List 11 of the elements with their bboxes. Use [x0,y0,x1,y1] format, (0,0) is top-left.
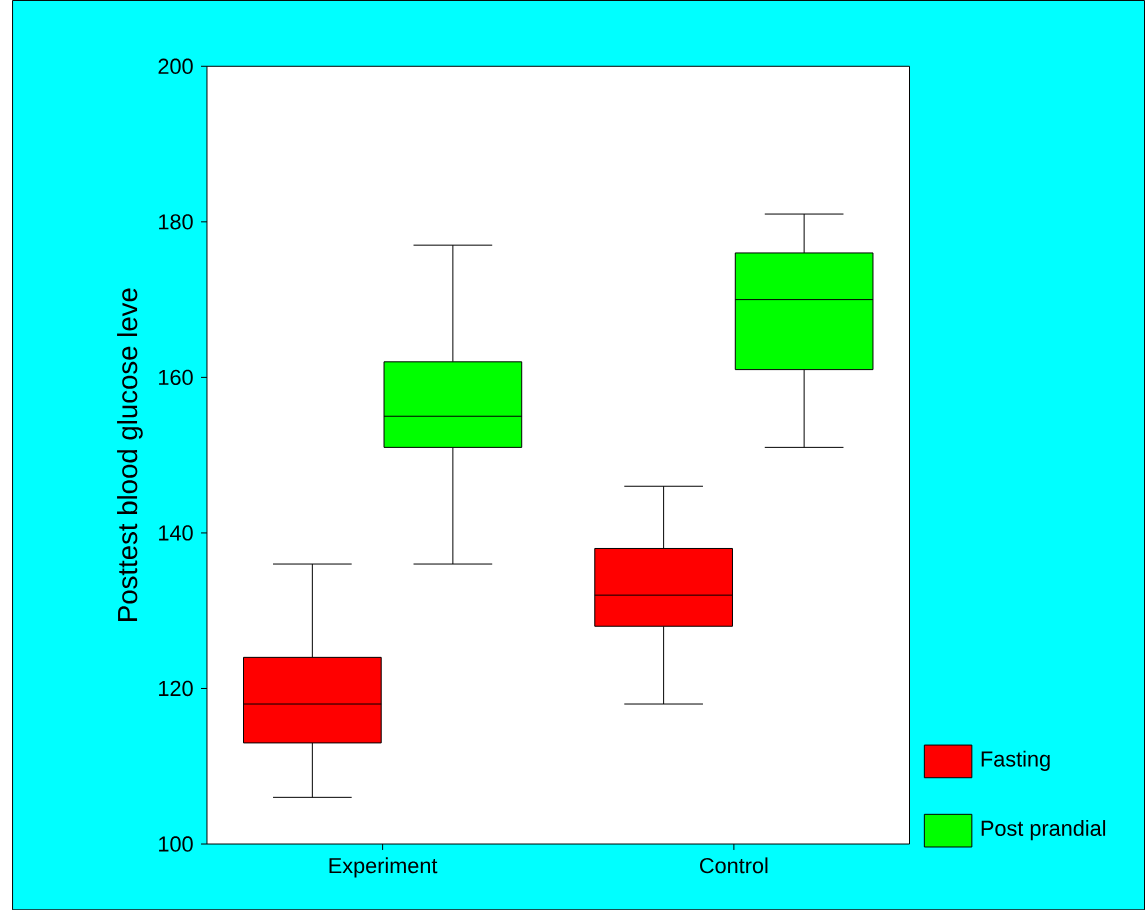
y-tick-label: 200 [158,58,193,74]
x-tick-label: Control [700,857,768,874]
y-tick-label: 160 [159,369,193,385]
x-tick-label: Experiment [329,857,438,878]
y-tick-label: 100 [159,836,193,852]
legend-label: Fasting [981,750,1050,771]
y-axis-title: Posttest blood glucose leve [117,288,143,621]
y-tick-label: 140 [159,525,193,541]
y-tick-label: 180 [159,213,193,230]
y-tick-label: 120 [159,680,193,696]
legend-label: Post prandial [981,819,1106,841]
